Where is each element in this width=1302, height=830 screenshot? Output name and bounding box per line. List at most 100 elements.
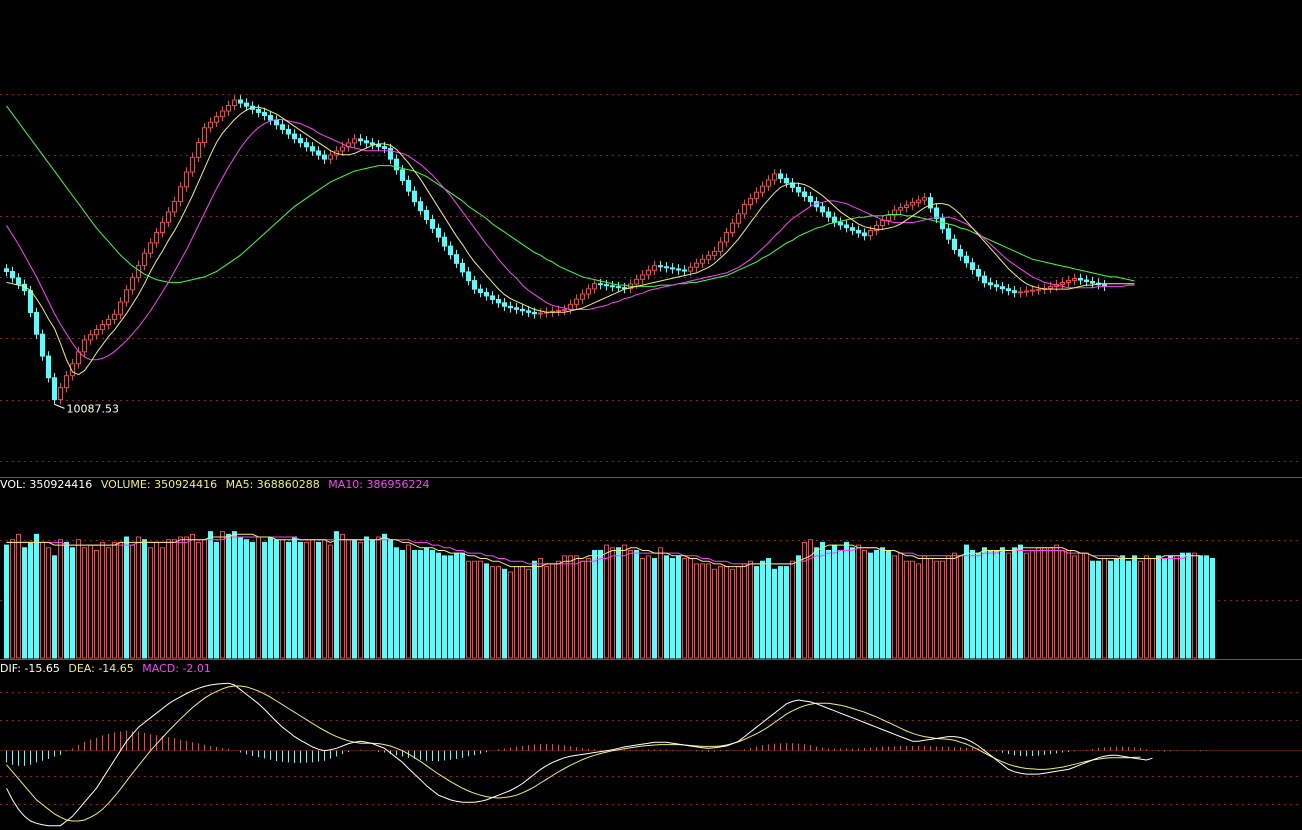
- volume-bar-120: [724, 566, 729, 659]
- candle-body-119: [718, 241, 723, 252]
- volume-bar-47: [286, 541, 291, 659]
- volume-bar-108: [652, 558, 657, 659]
- candle-body-20: [124, 289, 129, 303]
- volume-bar-140: [844, 541, 849, 659]
- volume-bar-78: [472, 560, 477, 659]
- candle-body-151: [910, 202, 915, 206]
- volume-bar-129: [778, 566, 783, 659]
- candle-body-95: [574, 298, 579, 305]
- volume-bar-76: [460, 552, 465, 659]
- volume-bar-186: [1120, 555, 1125, 659]
- volume-bar-71: [430, 549, 435, 659]
- volume-bar-162: [976, 552, 981, 659]
- volume-bar-91: [550, 563, 555, 659]
- candle-body-52: [316, 150, 321, 156]
- volume-bar-44: [268, 536, 273, 659]
- candle-body-10: [64, 375, 69, 389]
- candle-body-30: [184, 171, 189, 188]
- volume-bar-151: [910, 560, 915, 659]
- volume-bar-102: [616, 547, 621, 659]
- candle-body-113: [682, 269, 687, 272]
- volume-bar-51: [310, 539, 315, 659]
- candle-body-167: [1006, 288, 1011, 292]
- macd-readout: DIF: -15.65 DEA: -14.65 MACD: -2.01: [0, 662, 211, 675]
- candle-body-81: [490, 295, 495, 300]
- volume-bar-154: [928, 558, 933, 659]
- volume-bar-22: [136, 536, 141, 659]
- volume-ma10-readout: MA10: 386956224: [328, 478, 429, 491]
- volume-bar-173: [1042, 547, 1047, 659]
- candle-body-114: [688, 266, 693, 272]
- candle-body-118: [712, 250, 717, 256]
- candle-body-98: [592, 283, 597, 290]
- candle-body-128: [772, 173, 777, 181]
- volume-bar-88: [532, 560, 537, 659]
- volume-bar-98: [592, 549, 597, 659]
- candle-body-71: [430, 219, 435, 229]
- candle-body-12: [76, 351, 81, 365]
- volume-bar-64: [388, 539, 393, 659]
- candle-body-73: [442, 236, 447, 247]
- volume-bar-66: [400, 549, 405, 659]
- volume-bar-36: [220, 531, 225, 659]
- volume-bar-124: [748, 560, 753, 659]
- candle-body-93: [562, 309, 567, 311]
- candle-body-33: [202, 127, 207, 144]
- candle-body-133: [802, 191, 807, 197]
- volume-bar-115: [694, 563, 699, 659]
- volume-bar-45: [274, 539, 279, 659]
- candle-body-110: [664, 266, 669, 269]
- candle-body-56: [340, 146, 345, 152]
- volume-bar-189: [1138, 560, 1143, 659]
- volume-bar-52: [316, 541, 321, 659]
- candle-body-42: [256, 108, 261, 113]
- candle-body-19: [118, 301, 123, 315]
- volume-bar-163: [982, 547, 987, 659]
- candle-body-17: [106, 318, 111, 326]
- volume-bar-112: [676, 555, 681, 659]
- volume-bar-11: [70, 547, 75, 659]
- volume-bar-188: [1132, 555, 1137, 659]
- volume-bar-93: [562, 555, 567, 659]
- volume-bar-19: [118, 541, 123, 659]
- volume-bar-27: [166, 539, 171, 659]
- volume-bar-56: [340, 533, 345, 659]
- candle-body-83: [502, 302, 507, 307]
- volume-bar-192: [1156, 555, 1161, 659]
- volume-bar-170: [1024, 552, 1029, 659]
- candle-body-126: [760, 185, 765, 193]
- candle-body-124: [748, 197, 753, 205]
- volume-bar-164: [988, 549, 993, 659]
- candle-body-178: [1072, 277, 1077, 281]
- volume-bar-40: [244, 539, 249, 659]
- candle-body-176: [1060, 281, 1065, 286]
- volume-bar-131: [790, 560, 795, 659]
- candle-body-31: [190, 156, 195, 173]
- volume-bar-16: [100, 541, 105, 659]
- candle-body-75: [454, 254, 459, 264]
- volume-bar-185: [1114, 558, 1119, 659]
- candle-body-160: [964, 255, 969, 264]
- volume-bar-180: [1084, 552, 1089, 659]
- candle-body-35: [214, 116, 219, 123]
- volume-bar-37: [226, 533, 231, 659]
- volume-bar-70: [424, 547, 429, 659]
- candle-body-155: [934, 207, 939, 219]
- volume-bar-92: [556, 560, 561, 659]
- low-price-leader-line: [54, 403, 65, 409]
- volume-bar-182: [1096, 560, 1101, 659]
- volume-bar-96: [580, 560, 585, 659]
- volume-bar-83: [502, 568, 507, 659]
- macd-panel: DIF: -15.65 DEA: -14.65 MACD: -2.01: [0, 662, 1302, 827]
- volume-bar-155: [934, 560, 939, 659]
- volume-bar-74: [448, 555, 453, 659]
- candle-body-50: [304, 142, 309, 148]
- volume-bar-174: [1048, 547, 1053, 659]
- volume-bar-116: [700, 563, 705, 659]
- candle-body-89: [538, 312, 543, 315]
- candle-body-7: [46, 355, 51, 379]
- candle-body-14: [88, 334, 93, 341]
- volume-bar-73: [442, 555, 447, 659]
- candle-body-40: [244, 102, 249, 107]
- candle-body-38: [232, 99, 237, 107]
